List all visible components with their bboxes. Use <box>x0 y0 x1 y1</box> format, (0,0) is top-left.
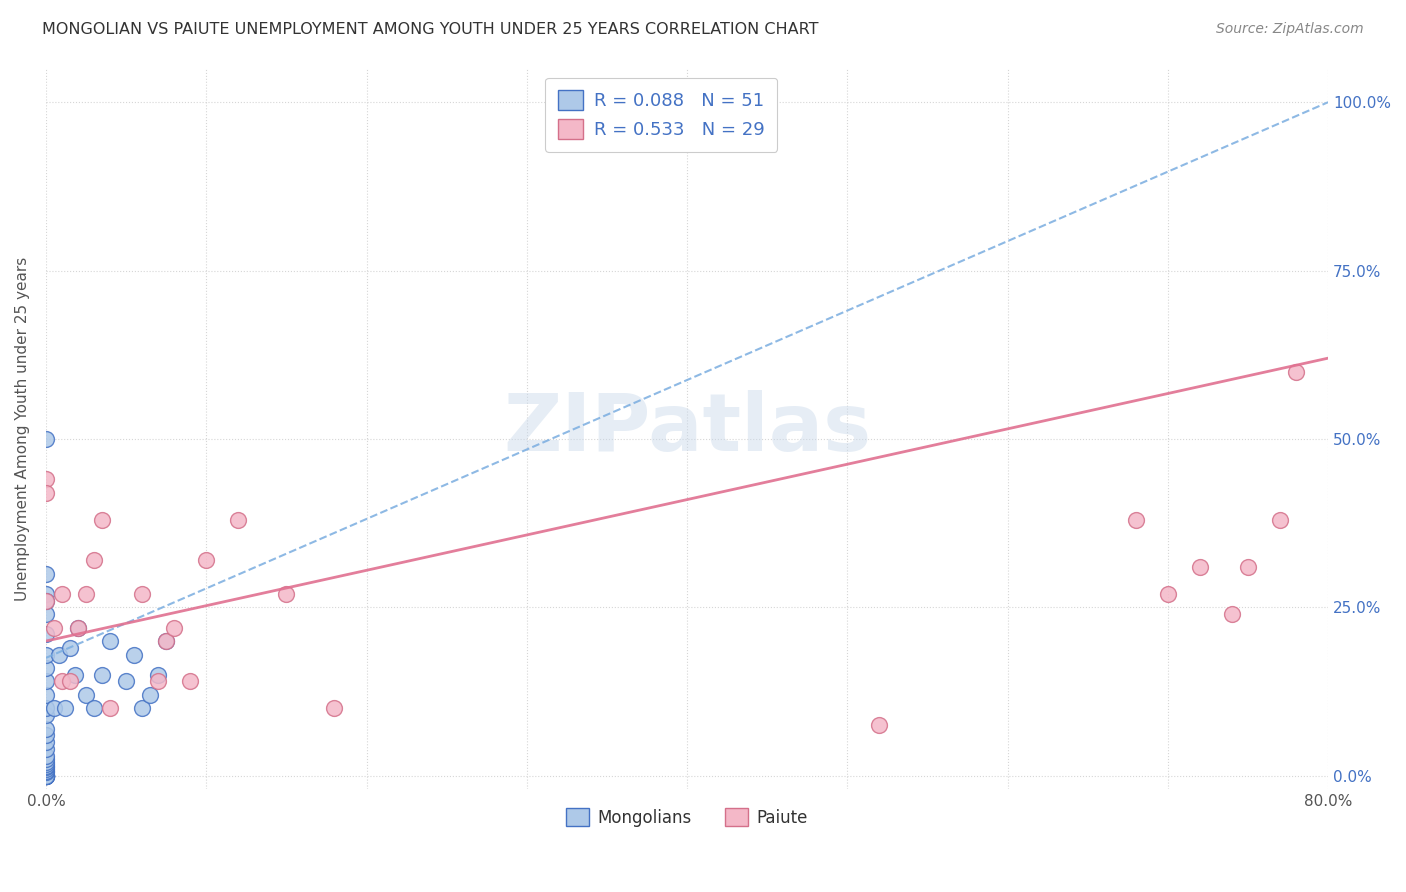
Point <box>1268 513 1291 527</box>
Point <box>195 553 218 567</box>
Point <box>155 634 177 648</box>
Point <box>35 587 58 601</box>
Point <box>91 667 114 681</box>
Point <box>66 621 89 635</box>
Point <box>35 769 58 783</box>
Text: ZIPatlas: ZIPatlas <box>503 390 872 468</box>
Point <box>131 587 153 601</box>
Point <box>35 735 58 749</box>
Point <box>35 769 58 783</box>
Point <box>35 741 58 756</box>
Point <box>83 553 105 567</box>
Point <box>35 752 58 766</box>
Point <box>35 769 58 783</box>
Point <box>35 769 58 783</box>
Point <box>163 621 186 635</box>
Point <box>226 513 249 527</box>
Point <box>35 674 58 689</box>
Point <box>35 756 58 770</box>
Point <box>75 688 97 702</box>
Point <box>35 769 58 783</box>
Point <box>35 769 58 783</box>
Point <box>91 513 114 527</box>
Point <box>115 674 138 689</box>
Point <box>146 667 169 681</box>
Point <box>35 486 58 500</box>
Point <box>35 760 58 774</box>
Point <box>35 607 58 621</box>
Point <box>139 688 162 702</box>
Point <box>59 674 82 689</box>
Point <box>35 472 58 486</box>
Point <box>42 701 65 715</box>
Point <box>1125 513 1147 527</box>
Point <box>179 674 201 689</box>
Point <box>35 708 58 723</box>
Point <box>35 627 58 641</box>
Point <box>35 764 58 778</box>
Point <box>51 587 73 601</box>
Point <box>83 701 105 715</box>
Point <box>35 688 58 702</box>
Point <box>98 701 121 715</box>
Point <box>1157 587 1180 601</box>
Point <box>146 674 169 689</box>
Point <box>35 756 58 771</box>
Point <box>53 701 76 715</box>
Point <box>35 769 58 783</box>
Point <box>35 758 58 772</box>
Point <box>155 634 177 648</box>
Point <box>35 765 58 780</box>
Point <box>35 728 58 742</box>
Point <box>1237 560 1260 574</box>
Point <box>122 648 145 662</box>
Legend: Mongolians, Paiute: Mongolians, Paiute <box>558 799 817 835</box>
Point <box>35 593 58 607</box>
Point <box>35 769 58 783</box>
Point <box>66 621 89 635</box>
Point <box>48 648 70 662</box>
Y-axis label: Unemployment Among Youth under 25 years: Unemployment Among Youth under 25 years <box>15 257 30 601</box>
Point <box>98 634 121 648</box>
Point <box>323 701 346 715</box>
Text: MONGOLIAN VS PAIUTE UNEMPLOYMENT AMONG YOUTH UNDER 25 YEARS CORRELATION CHART: MONGOLIAN VS PAIUTE UNEMPLOYMENT AMONG Y… <box>42 22 818 37</box>
Point <box>35 762 58 776</box>
Point <box>75 587 97 601</box>
Point <box>35 748 58 763</box>
Point <box>1188 560 1211 574</box>
Text: Source: ZipAtlas.com: Source: ZipAtlas.com <box>1216 22 1364 37</box>
Point <box>35 593 58 607</box>
Point <box>35 769 58 783</box>
Point <box>59 640 82 655</box>
Point <box>868 718 890 732</box>
Point <box>35 566 58 581</box>
Point <box>42 621 65 635</box>
Point <box>51 674 73 689</box>
Point <box>35 769 58 783</box>
Point <box>1220 607 1243 621</box>
Point <box>35 432 58 446</box>
Point <box>35 722 58 736</box>
Point <box>63 667 86 681</box>
Point <box>35 648 58 662</box>
Point <box>131 701 153 715</box>
Point <box>35 701 58 715</box>
Point <box>276 587 298 601</box>
Point <box>1285 365 1308 379</box>
Point <box>35 661 58 675</box>
